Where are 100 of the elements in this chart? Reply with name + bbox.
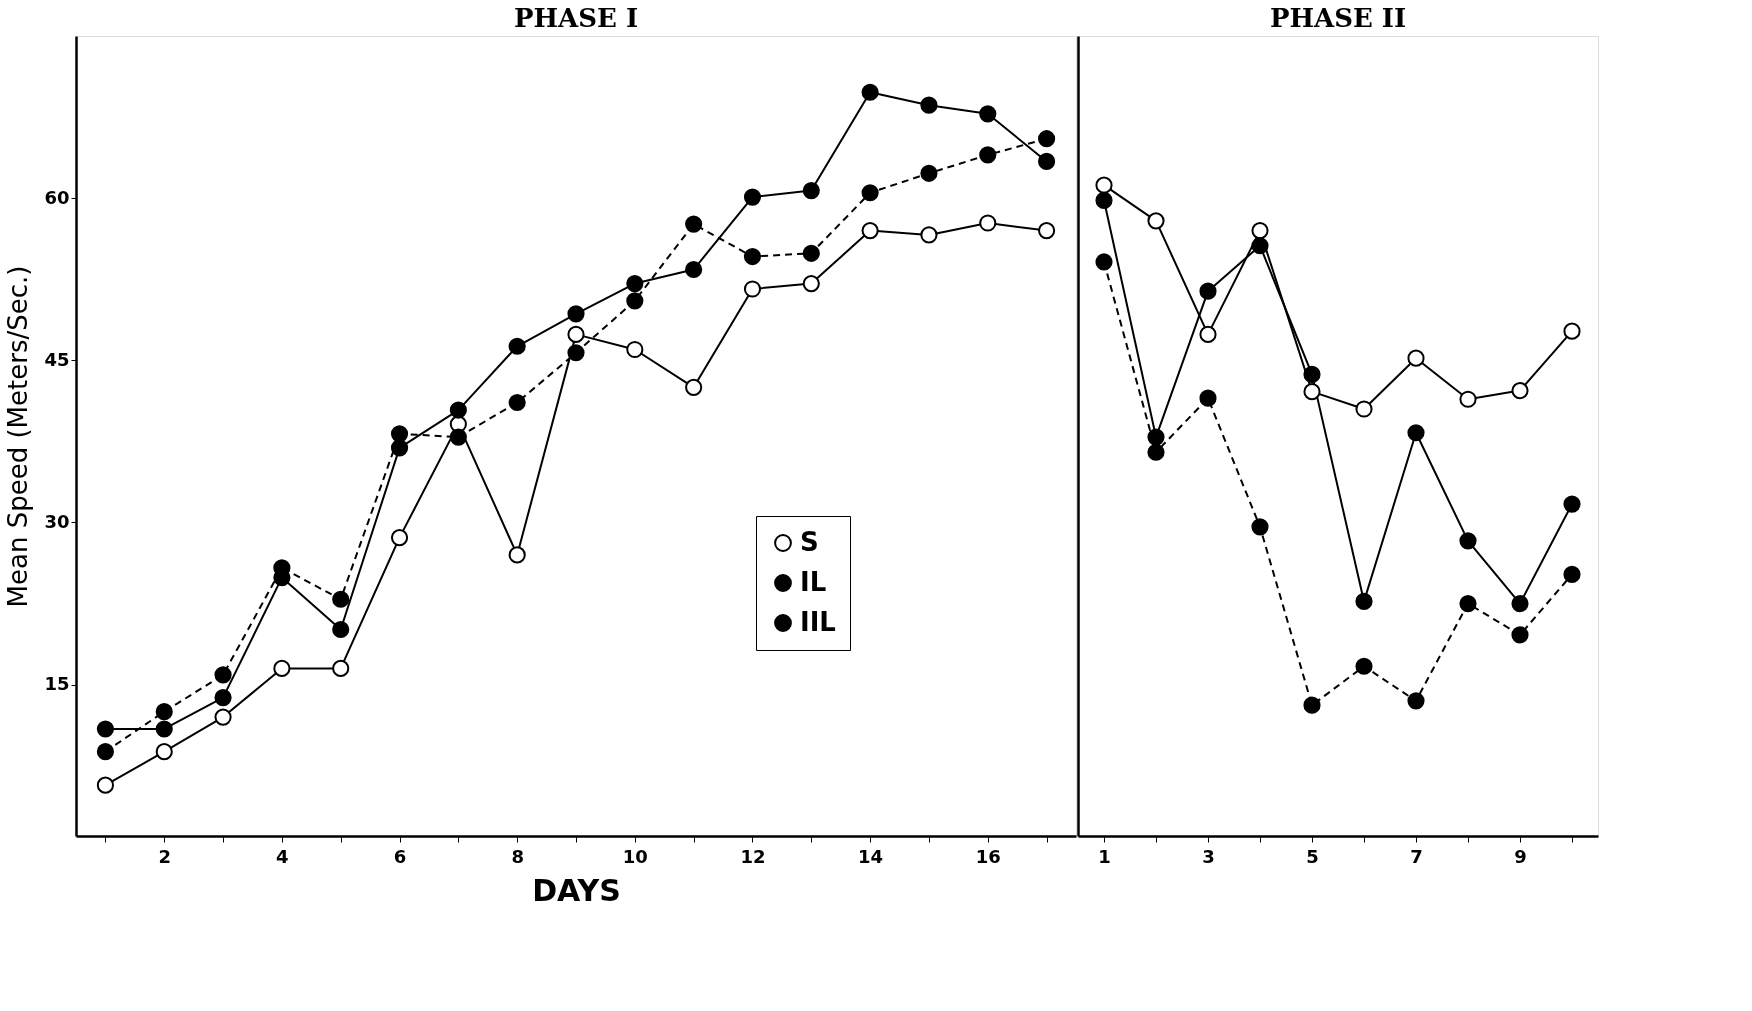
y-tick-label: 30	[44, 510, 70, 532]
point	[685, 378, 703, 396]
point	[685, 215, 703, 233]
point	[332, 590, 350, 608]
point	[332, 659, 350, 677]
point	[508, 546, 526, 564]
point	[979, 105, 997, 123]
point	[1251, 222, 1269, 240]
x-tick-label: 2	[158, 845, 171, 867]
point	[743, 247, 762, 266]
point	[802, 182, 820, 200]
point	[1303, 696, 1321, 714]
point	[861, 184, 879, 202]
point	[1303, 383, 1321, 401]
point	[214, 708, 232, 726]
point	[1459, 595, 1477, 613]
x-tick-label: 16	[975, 845, 1001, 867]
point	[1459, 390, 1477, 408]
y-axis-title: Mean Speed (Meters/Sec.)	[3, 265, 34, 608]
point	[155, 743, 173, 761]
point	[1147, 212, 1165, 230]
point	[96, 776, 114, 794]
point	[332, 620, 350, 639]
point	[1407, 349, 1425, 367]
x-tick-label: 1	[1098, 845, 1111, 867]
point	[1038, 152, 1056, 170]
x-tick-label: 9	[1514, 845, 1527, 867]
point	[567, 305, 585, 323]
point	[920, 164, 938, 182]
x-tick-label: 5	[1306, 845, 1319, 867]
point	[1147, 443, 1165, 461]
point	[1095, 176, 1113, 194]
point	[1459, 532, 1477, 550]
point	[626, 292, 644, 310]
point	[1563, 565, 1581, 583]
point	[1355, 400, 1373, 418]
point	[1511, 626, 1529, 644]
point	[626, 275, 644, 293]
point	[1511, 382, 1529, 400]
y-tick-label: 60	[44, 186, 70, 208]
y-tick-label: 15	[44, 673, 70, 695]
point	[1095, 191, 1113, 209]
point	[508, 337, 526, 355]
point	[920, 96, 938, 114]
point	[1303, 365, 1321, 383]
legend-label: IIL	[800, 607, 836, 637]
point	[1038, 222, 1056, 240]
point	[1355, 592, 1373, 610]
point	[1095, 253, 1113, 271]
x-tick-label: 4	[276, 845, 289, 867]
point	[1199, 325, 1217, 343]
x-axis-title: DAYS	[532, 872, 621, 908]
legend-label: S	[800, 527, 819, 557]
point	[96, 743, 114, 761]
point	[567, 344, 585, 362]
point	[1251, 518, 1269, 536]
point	[1199, 282, 1217, 300]
point	[390, 439, 409, 457]
x-tick-label: 8	[511, 845, 524, 867]
point	[273, 659, 291, 677]
legend-label: IL	[800, 567, 827, 597]
y-tick-label: 45	[44, 348, 70, 370]
point	[214, 666, 232, 684]
point	[979, 214, 997, 232]
x-tick-label: 12	[740, 845, 766, 867]
point	[1407, 692, 1425, 710]
point	[1147, 428, 1165, 446]
point	[979, 146, 997, 164]
point	[214, 689, 232, 707]
point	[920, 226, 938, 244]
point	[1199, 389, 1217, 407]
point	[743, 188, 762, 206]
point	[1511, 595, 1529, 613]
point	[1563, 495, 1581, 513]
point	[626, 340, 644, 359]
point	[96, 720, 114, 738]
point	[567, 325, 585, 343]
point	[155, 703, 173, 721]
point	[802, 244, 820, 262]
point	[861, 83, 879, 101]
x-tick-label: 14	[858, 845, 884, 867]
x-tick-label: 10	[622, 845, 648, 867]
point	[1251, 237, 1269, 255]
chart-title: PHASE I	[513, 3, 639, 33]
point	[1355, 657, 1373, 675]
point	[1407, 424, 1425, 442]
point	[449, 428, 467, 446]
point	[1038, 130, 1056, 148]
x-tick-label: 6	[393, 845, 407, 867]
point	[390, 529, 409, 547]
point	[390, 425, 409, 443]
x-tick-label: 7	[1410, 845, 1423, 867]
point	[1563, 322, 1581, 340]
point	[685, 260, 703, 279]
point	[155, 720, 173, 738]
point	[743, 280, 762, 298]
chart-title: PHASE II	[1269, 3, 1407, 33]
point	[802, 275, 820, 293]
x-tick-label: 3	[1202, 845, 1215, 867]
point	[508, 393, 526, 412]
